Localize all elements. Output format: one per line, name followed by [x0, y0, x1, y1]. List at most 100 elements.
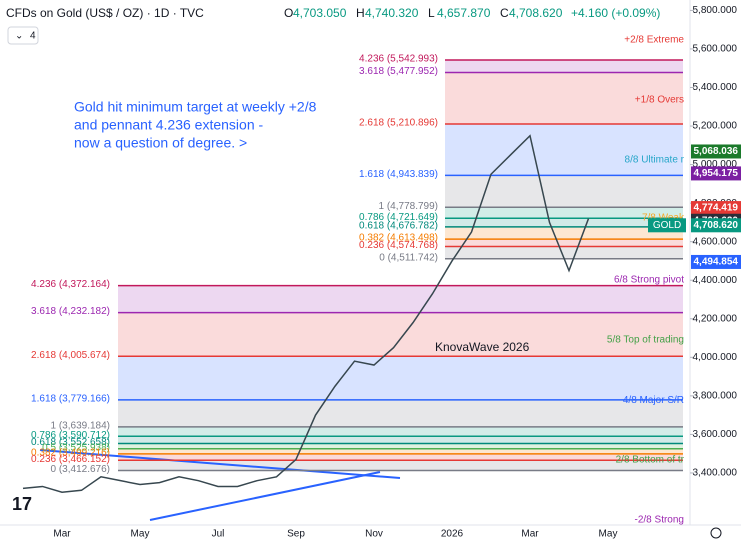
murrey-label: -2/8 Strong	[635, 515, 684, 526]
fib-label: 0.382 (4,613.498)	[359, 233, 438, 244]
fib-zone	[118, 448, 683, 454]
fib-zone	[118, 460, 683, 471]
collapse-button[interactable]	[7, 26, 39, 45]
ohlc-value: 4,703.050	[293, 6, 347, 20]
symbol-badge-label: GOLD	[653, 220, 681, 231]
murrey-label: 8/8 Ultimate r	[625, 155, 685, 166]
fib-label: 0.382 (3,499.216)	[31, 447, 110, 458]
price-badge	[691, 144, 741, 159]
fib-zone	[445, 72, 683, 124]
price-badge	[691, 218, 741, 233]
fib-zone	[118, 285, 683, 313]
fib-zone	[445, 123, 683, 176]
price-badge	[691, 166, 741, 181]
y-tick-label: 5,600.000	[693, 44, 738, 55]
fib-zone	[118, 426, 683, 437]
fib-zone	[445, 246, 683, 259]
murrey-label: 2/8 Bottom of tr	[616, 455, 685, 466]
fib-label: 0.618 (3,552.658)	[31, 437, 110, 448]
symbol-badge	[648, 218, 686, 233]
fib-label: 4.236 (5,542.993)	[359, 54, 438, 65]
ohlc-value: 4,708.620	[509, 6, 563, 20]
change: +4.160 (+0.09%)	[571, 6, 660, 20]
x-tick-label: May	[599, 529, 618, 540]
murrey-label: 6/8 Strong pivot	[614, 274, 684, 285]
fib-label: 0 (3,412.676)	[51, 464, 111, 475]
fib-bands	[118, 59, 683, 471]
fib-label: 0.618 (4,676.782)	[359, 221, 438, 232]
y-tick-label: 4,400.000	[693, 275, 738, 286]
fib-zone	[445, 218, 683, 227]
ohlc-value: 4,657.870	[437, 6, 491, 20]
ohlc-key: H	[356, 6, 365, 20]
y-tick-label: 4,600.000	[693, 236, 738, 247]
fib-label: 0.786 (3,590.712)	[31, 430, 110, 441]
fib-zone	[118, 436, 683, 444]
x-tick-label: 2026	[441, 529, 464, 540]
y-tick-label: 3,600.000	[693, 429, 738, 440]
tv-logo: 17	[12, 494, 32, 514]
y-tick-label: 4,000.000	[693, 352, 738, 363]
fib-label: 0.786 (4,721.649)	[359, 212, 438, 223]
fib-label: 0.236 (3,466.152)	[31, 454, 110, 465]
x-tick-label: Sep	[287, 529, 305, 540]
y-tick-label: 5,400.000	[693, 82, 738, 93]
fib-label: 2.618 (5,210.896)	[359, 118, 438, 129]
fib-label: 1 (4,778.799)	[379, 201, 439, 212]
ohlc-key: C	[500, 6, 509, 20]
fib-zone	[118, 356, 683, 400]
fib-zone	[118, 312, 683, 357]
y-tick-label: 5,000.000	[693, 159, 738, 170]
fib-zone	[118, 443, 683, 449]
murrey-label: 7/8 Weak	[642, 213, 685, 224]
y-tick-label: 5,200.000	[693, 121, 738, 132]
ohlc-value: 4,740.320	[365, 6, 419, 20]
fib-zone	[445, 239, 683, 247]
fib-label: 0 (4,511.742)	[379, 252, 438, 263]
x-tick-label: Mar	[521, 529, 539, 540]
y-tick-label: 3,800.000	[693, 391, 738, 402]
chevron: ⌄	[15, 31, 23, 42]
annotation: now a question of degree. >	[74, 135, 247, 151]
price-badge	[691, 254, 741, 269]
murrey-label: +1/8 Overs	[635, 94, 684, 105]
price-line	[22, 134, 590, 493]
x-tick-label: Nov	[365, 529, 383, 540]
price-badge-label: 4,494.854	[694, 257, 739, 268]
fib-label: 1.618 (3,779.166)	[31, 394, 110, 405]
y-tick-label: 5,800.000	[693, 5, 738, 16]
fib-zone	[445, 207, 683, 219]
plot: 3,400.000 3,600.000 3,800.000 4,000.000 4,20…	[22, 5, 741, 540]
trend-line	[39, 449, 401, 479]
fib-label: 3.618 (4,232.182)	[31, 306, 110, 317]
fib-label: 2.618 (4,005.674)	[31, 350, 110, 361]
y-tick-label: 3,400.000	[693, 468, 738, 479]
fib-label: 0.236 (4,574.768)	[359, 240, 438, 251]
murrey-label: 5/8 Top of trading	[607, 335, 684, 346]
symbol: CFDs on Gold (US$ / OZ) · 1D · TVC	[6, 6, 204, 20]
fib-zone	[445, 226, 683, 240]
x-tick-label: Jul	[212, 529, 225, 540]
fib-zone	[445, 59, 683, 73]
fib-zone	[118, 399, 683, 427]
fib-label: 1.618 (4,943.839)	[359, 169, 438, 180]
murrey-label: 4/8 Major S/R	[623, 395, 684, 406]
ohlc-key: O	[284, 6, 293, 20]
price-badge-label: 4,954.175	[694, 168, 739, 179]
trend-line	[149, 471, 381, 521]
price-badge-label: 5,068.036	[694, 146, 739, 157]
x-tick-label: May	[131, 529, 150, 540]
price-badge	[691, 201, 741, 216]
settings-icon[interactable]	[710, 527, 722, 539]
annotation: Gold hit minimum target at weekly +2/8	[74, 99, 317, 115]
price-badge-label: 4,774.419	[694, 203, 739, 214]
annotation: and pennant 4.236 extension -	[74, 117, 263, 133]
murrey-label: +2/8 Extreme	[624, 35, 684, 46]
ohlc-key: L	[428, 6, 435, 20]
x-tick-label: Mar	[53, 529, 71, 540]
collapse-count: 4	[30, 31, 36, 42]
fib-zone	[118, 453, 683, 461]
fib-label: 4.236 (4,372.164)	[31, 279, 110, 290]
fib-label: 0.5 (3,525.938)	[42, 442, 110, 453]
